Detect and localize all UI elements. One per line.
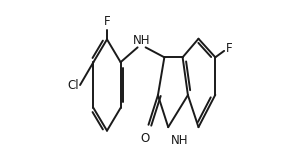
Text: F: F [226,42,232,55]
Text: O: O [140,132,149,145]
Text: F: F [104,15,110,28]
Text: Cl: Cl [67,79,79,92]
Text: NH: NH [133,34,150,47]
Text: NH: NH [171,133,188,147]
